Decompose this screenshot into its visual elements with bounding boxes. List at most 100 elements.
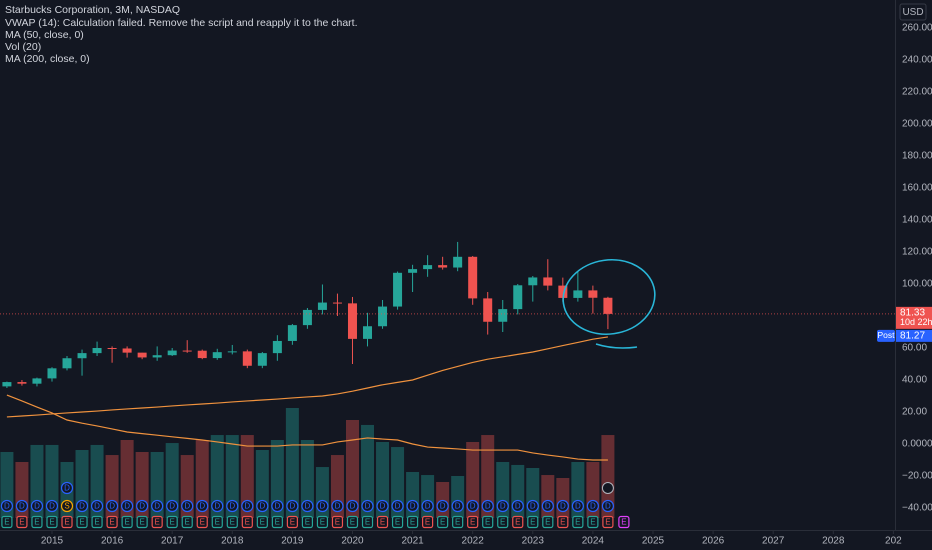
earnings-marker[interactable]: E xyxy=(618,515,630,529)
earnings-marker[interactable]: E xyxy=(316,515,329,529)
earnings-marker[interactable]: E xyxy=(482,515,494,529)
dividend-marker[interactable]: D xyxy=(346,499,359,513)
earnings-marker[interactable]: E xyxy=(376,515,389,529)
dividend-marker[interactable]: D xyxy=(136,499,149,513)
dividend-marker[interactable]: D xyxy=(586,499,599,513)
dividend-marker[interactable]: D xyxy=(121,499,134,513)
earnings-marker[interactable]: E xyxy=(76,515,88,529)
dividend-marker[interactable]: D xyxy=(45,499,59,513)
earnings-icon xyxy=(31,515,43,529)
dividend-marker[interactable]: D xyxy=(526,499,539,513)
dividend-marker[interactable]: D xyxy=(466,499,479,513)
dividend-marker[interactable]: D xyxy=(601,499,615,513)
earnings-letter: E xyxy=(560,518,565,527)
dividend-marker[interactable]: D xyxy=(481,499,494,513)
earnings-marker[interactable]: E xyxy=(452,515,464,529)
dividend-marker[interactable]: D xyxy=(60,481,74,495)
dividend-marker[interactable]: D xyxy=(556,499,569,513)
dividend-marker[interactable]: D xyxy=(451,499,464,513)
earnings-marker[interactable]: E xyxy=(406,515,419,529)
earnings-marker[interactable]: E xyxy=(331,515,344,529)
earnings-marker[interactable]: E xyxy=(557,515,569,529)
dividend-marker[interactable]: D xyxy=(90,499,104,513)
dividend-marker[interactable]: D xyxy=(0,499,14,513)
dividend-marker[interactable]: D xyxy=(316,499,329,513)
dividend-marker[interactable]: D xyxy=(75,499,89,513)
dividend-marker[interactable]: D xyxy=(271,499,284,513)
earnings-marker[interactable]: E xyxy=(136,515,148,529)
earnings-marker[interactable]: E xyxy=(121,515,133,529)
earnings-marker[interactable]: E xyxy=(241,515,253,529)
split-marker[interactable]: S xyxy=(60,499,74,513)
dividend-marker[interactable]: D xyxy=(286,499,299,513)
dividend-marker[interactable]: D xyxy=(571,499,584,513)
dividend-marker[interactable]: D xyxy=(256,499,269,513)
earnings-marker[interactable]: E xyxy=(61,515,73,529)
earnings-marker[interactable]: E xyxy=(166,515,178,529)
dividend-marker[interactable]: D xyxy=(406,499,419,513)
earnings-marker[interactable]: E xyxy=(286,515,298,529)
dividend-marker-letter: D xyxy=(515,502,521,511)
dividend-marker[interactable]: D xyxy=(541,499,554,513)
earnings-marker[interactable]: E xyxy=(91,515,103,529)
dividend-marker[interactable]: D xyxy=(151,499,164,513)
earnings-marker[interactable]: E xyxy=(31,515,43,529)
earnings-marker[interactable]: E xyxy=(106,515,118,529)
dividend-marker[interactable]: D xyxy=(196,499,209,513)
y-tick-label: 240.00 xyxy=(902,55,932,66)
dividend-marker[interactable]: D xyxy=(301,499,314,513)
dividend-marker[interactable]: D xyxy=(391,499,404,513)
earnings-marker[interactable]: E xyxy=(422,515,434,529)
earnings-marker[interactable]: E xyxy=(226,515,238,529)
earnings-marker[interactable]: E xyxy=(437,515,449,529)
earnings-marker[interactable]: E xyxy=(181,515,193,529)
dividend-marker-letter: D xyxy=(79,502,85,511)
earnings-marker[interactable]: E xyxy=(542,515,554,529)
volume-ma-line xyxy=(6,394,608,461)
dividend-marker[interactable]: D xyxy=(226,499,239,513)
annotation-circle[interactable] xyxy=(558,254,659,340)
earnings-marker[interactable]: E xyxy=(572,515,584,529)
dividend-marker[interactable]: D xyxy=(181,499,194,513)
earnings-marker[interactable]: E xyxy=(467,515,479,529)
dividend-marker[interactable]: D xyxy=(15,499,29,513)
y-tick-label: 40.00 xyxy=(902,375,927,386)
earnings-marker[interactable]: E xyxy=(602,515,614,529)
earnings-marker[interactable]: E xyxy=(527,515,539,529)
dividend-marker[interactable]: D xyxy=(166,499,179,513)
dividend-marker[interactable]: D xyxy=(436,499,449,513)
earnings-marker[interactable]: E xyxy=(1,515,13,529)
earnings-marker[interactable]: E xyxy=(391,515,404,529)
earnings-letter: E xyxy=(124,518,129,527)
dividend-marker-icon xyxy=(511,499,524,513)
dividend-marker[interactable]: D xyxy=(211,499,224,513)
earnings-marker[interactable]: E xyxy=(256,515,268,529)
earnings-marker[interactable]: E xyxy=(587,515,599,529)
dividend-marker[interactable]: D xyxy=(30,499,44,513)
dividend-marker[interactable]: D xyxy=(376,499,389,513)
earnings-marker[interactable]: E xyxy=(346,515,359,529)
dividend-marker[interactable]: D xyxy=(361,499,374,513)
earnings-marker[interactable]: E xyxy=(271,515,283,529)
earnings-marker[interactable]: E xyxy=(512,515,524,529)
dividend-marker[interactable]: D xyxy=(241,499,254,513)
earnings-marker[interactable]: E xyxy=(497,515,509,529)
annotation-stroke[interactable] xyxy=(595,343,638,349)
dividend-marker[interactable]: D xyxy=(421,499,434,513)
dividend-marker[interactable]: D xyxy=(105,499,119,513)
dividend-marker[interactable]: D xyxy=(511,499,524,513)
earnings-marker[interactable]: E xyxy=(151,515,163,529)
earnings-marker[interactable]: E xyxy=(361,515,374,529)
dividend-marker[interactable]: D xyxy=(496,499,509,513)
earnings-marker[interactable]: E xyxy=(196,515,208,529)
earnings-marker[interactable]: E xyxy=(16,515,28,529)
dividend-marker[interactable]: D xyxy=(331,499,344,513)
earnings-icon xyxy=(271,515,283,529)
earnings-marker[interactable]: E xyxy=(301,515,314,529)
earnings-icon xyxy=(527,515,539,529)
earnings-marker[interactable]: E xyxy=(46,515,58,529)
earnings-marker[interactable]: E xyxy=(211,515,223,529)
candle-body xyxy=(77,353,87,359)
volume-bar xyxy=(165,443,179,518)
currency-box[interactable] xyxy=(899,3,927,21)
